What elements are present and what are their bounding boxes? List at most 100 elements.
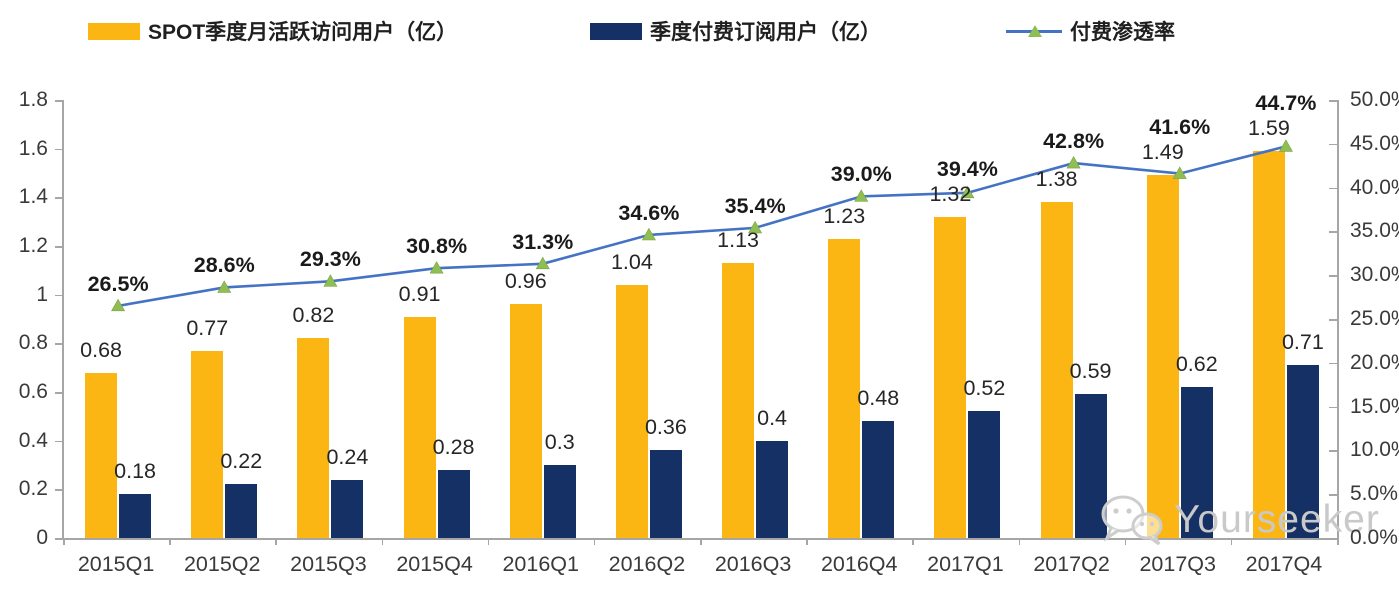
pct-label: 29.3% <box>299 247 361 272</box>
bar-label-mau: 1.23 <box>823 203 866 228</box>
y-left-tick <box>55 148 63 151</box>
bar-mau <box>722 263 755 538</box>
pct-label: 42.8% <box>1043 129 1105 154</box>
bar-label-subs: 0.24 <box>326 444 369 469</box>
y-left-tick-label: 0 <box>36 526 48 549</box>
x-axis-tick <box>1018 538 1020 545</box>
y-right-tick-label: 15.0% <box>1350 394 1399 418</box>
bar-subs <box>331 479 364 538</box>
bar-label-subs: 0.59 <box>1069 359 1112 384</box>
bar-label-mau: 1.32 <box>929 181 972 206</box>
bar-label-subs: 0.22 <box>220 449 263 474</box>
bar-subs <box>649 450 682 538</box>
bar-label-subs: 0.36 <box>644 415 687 440</box>
x-axis-tick <box>487 538 490 545</box>
x-tick-label: 2016Q4 <box>820 552 898 576</box>
x-tick-label: 2016Q3 <box>714 552 792 576</box>
x-axis-tick <box>1337 538 1339 545</box>
bar-label-subs: 0.28 <box>432 434 475 459</box>
y-right-tick <box>1329 538 1337 540</box>
bar-mau <box>1252 151 1285 538</box>
y-left-tick-label: 0.8 <box>18 331 48 355</box>
bar-subs <box>756 440 789 538</box>
y-right-tick-label: 50.0% <box>1350 88 1399 111</box>
y-left-tick <box>55 100 63 102</box>
y-right-tick-label: 0.0% <box>1350 526 1398 549</box>
bar-mau <box>828 238 861 538</box>
y-axis-right <box>1337 100 1339 538</box>
bar-label-subs: 0.4 <box>757 405 788 430</box>
x-axis-tick <box>700 538 702 545</box>
bar-label-subs: 0.52 <box>963 376 1006 401</box>
y-left-tick <box>55 197 63 199</box>
bar-label-mau: 0.77 <box>186 315 229 340</box>
bar-mau <box>509 304 542 538</box>
bar-mau <box>297 338 330 538</box>
y-left-tick-label: 1.4 <box>18 185 48 209</box>
bar-mau <box>1146 175 1179 538</box>
pct-label: 31.3% <box>512 229 574 254</box>
y-right-tick <box>1329 319 1337 321</box>
pct-label: 30.8% <box>406 234 468 259</box>
y-right-tick <box>1329 362 1337 365</box>
y-right-tick-label: 30.0% <box>1350 263 1399 287</box>
bar-mau <box>191 350 224 538</box>
bar-label-subs: 0.18 <box>114 459 156 484</box>
x-axis-tick <box>275 538 277 545</box>
x-tick-label: 2016Q2 <box>608 552 686 576</box>
line-marker <box>641 227 656 241</box>
pct-label: 26.5% <box>87 271 149 296</box>
bar-label-subs: 0.71 <box>1281 330 1324 355</box>
y-right-tick-label: 25.0% <box>1350 307 1399 330</box>
bar-subs <box>862 421 895 538</box>
penetration-line <box>111 139 1293 312</box>
bar-label-mau: 0.82 <box>292 303 335 328</box>
y-right-tick-label: 40.0% <box>1350 175 1399 199</box>
y-left-tick <box>55 392 63 394</box>
line-marker <box>1278 139 1293 152</box>
x-axis-tick <box>63 538 65 545</box>
y-left-tick-label: 1.2 <box>18 234 48 257</box>
y-right-tick <box>1329 100 1337 102</box>
x-tick-label: 2015Q3 <box>290 552 367 576</box>
y-left-tick-label: 0.4 <box>18 428 48 452</box>
bar-subs <box>437 469 470 538</box>
line-marker <box>111 298 126 312</box>
y-left-tick-label: 0.2 <box>18 477 48 501</box>
bar-subs <box>225 484 258 538</box>
x-tick-label: 2017Q1 <box>927 552 1004 576</box>
y-left-tick <box>55 489 63 491</box>
legend-item-penetration: 付费渗透率 <box>1006 18 1175 44</box>
x-tick-label: 2015Q2 <box>183 552 261 576</box>
y-right-tick-label: 20.0% <box>1350 350 1399 374</box>
line-marker <box>429 261 444 274</box>
y-right-tick <box>1329 450 1337 452</box>
bar-label-mau: 1.59 <box>1247 116 1290 141</box>
mau-legend-label: SPOT季度月活跃访问用户（亿） <box>148 21 458 44</box>
bar-mau <box>1040 202 1073 538</box>
pct-label: 41.6% <box>1149 115 1211 140</box>
x-axis-tick <box>593 538 596 545</box>
bar-label-mau: 0.96 <box>504 269 547 294</box>
line-marker <box>748 220 763 234</box>
bar-label-subs: 0.3 <box>544 430 575 454</box>
penetration-legend-label: 付费渗透率 <box>1070 21 1175 44</box>
x-tick-label: 2017Q4 <box>1245 552 1323 576</box>
y-right-tick-label: 5.0% <box>1350 482 1398 506</box>
x-axis-tick <box>169 538 171 545</box>
pct-label: 39.4% <box>936 156 998 181</box>
y-right-tick-label: 35.0% <box>1350 219 1399 243</box>
y-right-tick <box>1329 494 1337 496</box>
legend-item-mau: SPOT季度月活跃访问用户（亿） <box>88 18 457 44</box>
bar-subs <box>1286 365 1319 538</box>
x-tick-label: 2017Q2 <box>1033 552 1110 576</box>
x-tick-label: 2016Q1 <box>502 552 579 576</box>
y-left-tick <box>55 246 63 248</box>
bar-subs <box>119 494 152 538</box>
x-tick-label: 2017Q3 <box>1139 552 1216 576</box>
y-left-tick <box>55 294 63 297</box>
bar-subs <box>968 411 1001 538</box>
bar-label-mau: 1.38 <box>1035 167 1078 192</box>
bar-mau <box>403 316 436 538</box>
